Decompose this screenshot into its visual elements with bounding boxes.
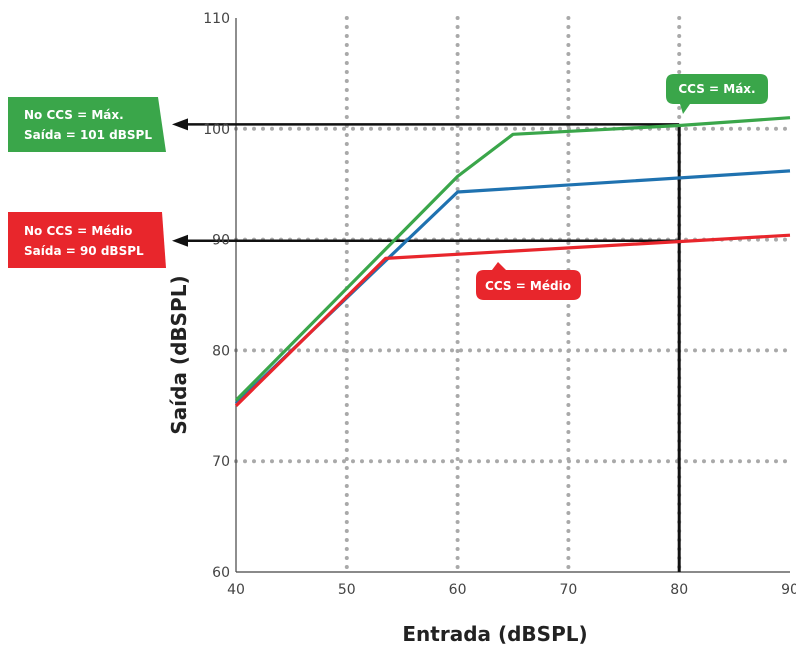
callout-max-output-box (8, 97, 166, 152)
x-tick-label: 90 (781, 582, 796, 598)
callout-mid-output-box (8, 212, 166, 268)
y-tick-label: 100 (203, 122, 230, 138)
callout-mid-curve-text: CCS = Médio (485, 279, 571, 293)
y-tick-label: 90 (212, 233, 230, 249)
series-group (234, 116, 791, 407)
callout-mid-curve: CCS = Médio (476, 262, 581, 300)
reference-arrow (172, 234, 188, 247)
x-tick-label: 40 (227, 582, 245, 598)
plot-frame (235, 18, 790, 573)
series-line (234, 116, 791, 402)
callout-max-output-line2: Saída = 101 dBSPL (24, 128, 152, 142)
callout-max-curve: CCS = Máx. (666, 74, 768, 114)
y-tick-label: 70 (212, 454, 230, 470)
callout-max-curve-text: CCS = Máx. (678, 82, 755, 96)
callout-max-curve-box (666, 74, 768, 114)
callout-max-output: No CCS = Máx. Saída = 101 dBSPL (8, 97, 166, 152)
y-tick-label: 110 (203, 11, 230, 27)
series-line (234, 233, 791, 407)
callout-mid-curve-box (476, 262, 581, 300)
y-tick-label: 80 (212, 343, 230, 359)
x-tick-label: 80 (670, 582, 688, 598)
callout-max-output-line1: No CCS = Máx. (24, 108, 124, 122)
callout-mid-output-line2: Saída = 90 dBSPL (24, 244, 144, 258)
x-tick-label: 70 (559, 582, 577, 598)
callout-mid-output-line1: No CCS = Médio (24, 224, 132, 238)
tick-labels: 40 50 60 70 80 90 60 70 80 90 100 110 (203, 11, 796, 598)
reference-arrow (172, 118, 188, 131)
y-axis-title: Saída (dBSPL) (167, 275, 191, 434)
y-tick-label: 60 (212, 565, 230, 581)
x-tick-label: 50 (338, 582, 356, 598)
x-axis-title: Entrada (dBSPL) (402, 622, 587, 646)
x-tick-label: 60 (449, 582, 467, 598)
reference-lines (172, 118, 681, 572)
callout-mid-output: No CCS = Médio Saída = 90 dBSPL (8, 212, 166, 268)
